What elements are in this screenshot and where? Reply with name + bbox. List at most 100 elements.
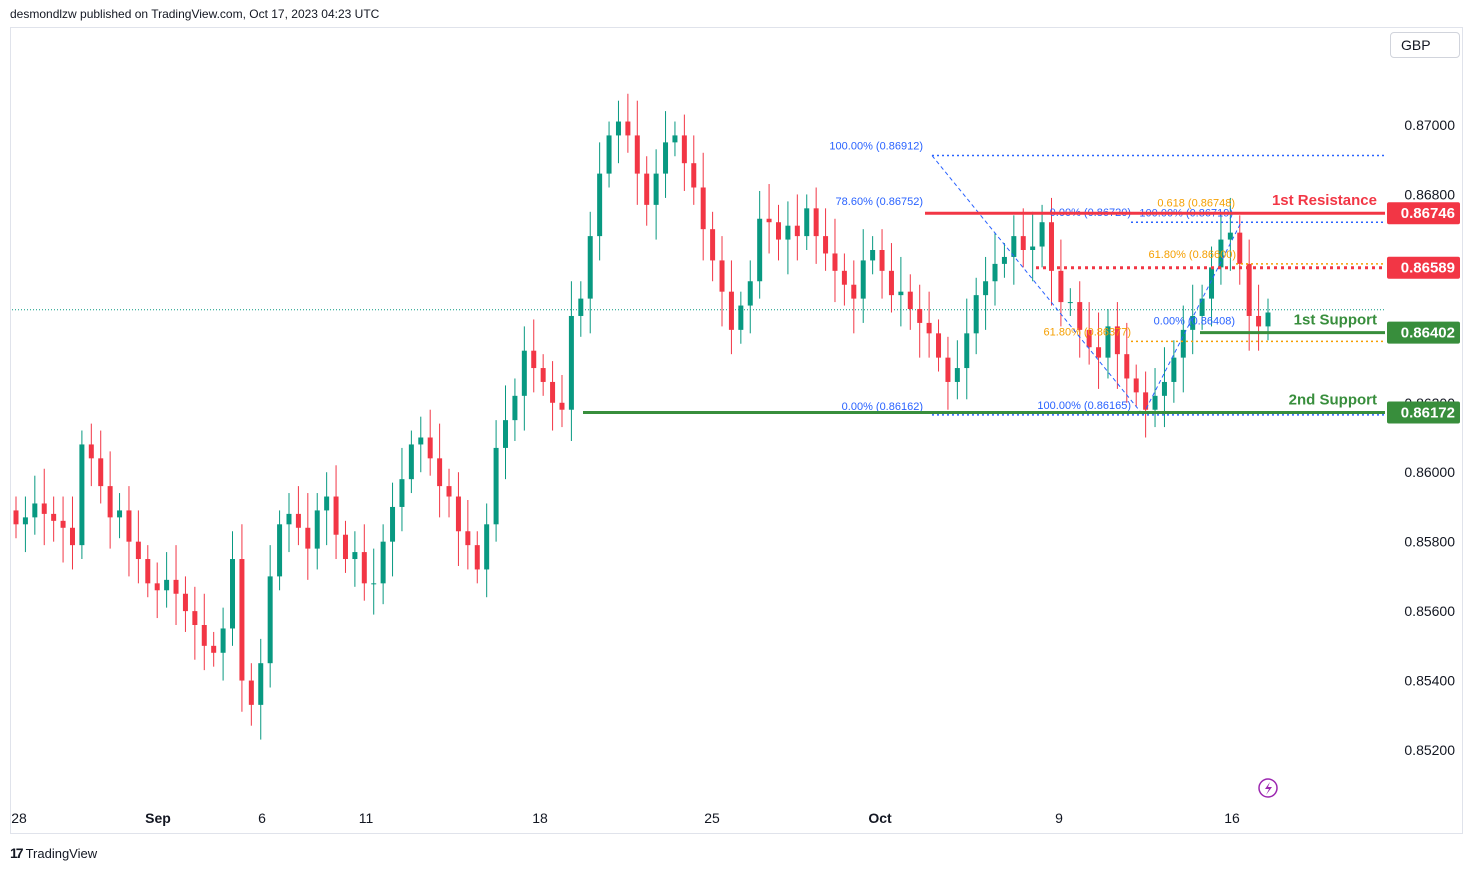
candle-body[interactable] [88,444,94,459]
candle-body[interactable] [13,510,19,525]
candle-body[interactable] [371,583,377,585]
candle-body[interactable] [983,281,989,296]
candle-body[interactable] [832,253,838,271]
candle-body[interactable] [418,437,424,445]
candle-body[interactable] [813,208,819,237]
candle-body[interactable] [700,187,706,230]
candle-body[interactable] [182,593,188,612]
candle-body[interactable] [992,263,998,282]
candle-body[interactable] [653,173,659,205]
candle-body[interactable] [672,135,678,143]
candle-body[interactable] [484,524,490,570]
candle-body[interactable] [1209,267,1215,299]
candle-body[interactable] [1133,378,1139,393]
candle-body[interactable] [230,559,236,629]
candle-body[interactable] [390,506,396,542]
candle-body[interactable] [775,222,781,240]
candle-body[interactable] [587,236,593,299]
candle-body[interactable] [51,513,57,521]
candle-body[interactable] [540,368,546,382]
candle-body[interactable] [427,437,433,459]
candle-body[interactable] [220,628,226,653]
candle-body[interactable] [615,121,621,136]
candle-body[interactable] [60,520,66,528]
candle-body[interactable] [870,250,876,261]
candle-body[interactable] [521,350,527,396]
candle-body[interactable] [1171,357,1177,382]
candle-body[interactable] [1199,298,1205,316]
candle-body[interactable] [1067,302,1073,304]
candle-body[interactable] [1237,232,1243,264]
candle-body[interactable] [333,496,339,535]
candle-body[interactable] [1105,326,1111,358]
candle-body[interactable] [1039,222,1045,247]
candle-body[interactable] [295,513,301,528]
candle-body[interactable] [879,250,885,271]
candle-body[interactable] [568,315,574,410]
candle-body[interactable] [277,524,283,577]
candle-body[interactable] [32,503,38,518]
candle-body[interactable] [1190,315,1196,330]
candle-body[interactable] [1143,392,1149,410]
candle-body[interactable] [98,458,104,487]
candle-body[interactable] [851,284,857,299]
candle-body[interactable] [860,260,866,299]
candle-body[interactable] [107,486,113,518]
candle-body[interactable] [823,236,829,254]
lightning-icon[interactable] [1258,778,1278,798]
candle-body[interactable] [342,534,348,560]
candle-body[interactable] [154,583,160,591]
candle-body[interactable] [936,333,942,358]
candle-body[interactable] [380,541,386,584]
candle-body[interactable] [747,281,753,306]
candle-body[interactable] [719,260,725,292]
candle-body[interactable] [728,291,734,330]
candle-body[interactable] [644,173,650,205]
candle-body[interactable] [1020,236,1026,250]
candle-body[interactable] [248,680,254,705]
currency-selector[interactable]: GBP [1390,32,1460,58]
candle-body[interactable] [1265,312,1271,327]
candle-body[interactable] [493,447,499,525]
candle-body[interactable] [597,173,603,237]
candle-body[interactable] [1058,270,1064,303]
candle-body[interactable] [1048,222,1054,271]
candle-body[interactable] [606,135,612,174]
candle-body[interactable] [559,402,565,410]
candle-body[interactable] [681,135,687,164]
candle-body[interactable] [766,218,772,223]
candle-body[interactable] [550,381,556,403]
candle-body[interactable] [164,579,170,591]
candle-body[interactable] [1011,236,1017,257]
candle-body[interactable] [258,663,264,705]
candle-body[interactable] [239,559,245,681]
candle-body[interactable] [663,142,669,174]
candle-body[interactable] [1077,302,1083,330]
tradingview-footer[interactable]: 17 TradingView [10,845,97,861]
candle-body[interactable] [408,444,414,480]
candle-body[interactable] [691,163,697,188]
candle-body[interactable] [578,298,584,316]
candle-body[interactable] [1086,329,1092,348]
candle-body[interactable] [135,541,141,560]
candle-body[interactable] [794,225,800,237]
candle-body[interactable] [446,486,452,497]
candle-body[interactable] [898,291,904,296]
candle-body[interactable] [888,270,894,296]
candle-body[interactable] [352,552,358,560]
candle-body[interactable] [757,218,763,282]
candle-body[interactable] [211,645,217,653]
candle-body[interactable] [69,527,75,546]
candle-body[interactable] [1124,354,1130,379]
candle-body[interactable] [973,295,979,334]
candle-body[interactable] [503,420,509,448]
candle-body[interactable] [954,368,960,382]
candle-body[interactable] [286,513,292,525]
candle-body[interactable] [324,496,330,511]
candle-body[interactable] [79,444,85,546]
candle-body[interactable] [625,121,631,136]
candle-body[interactable] [738,305,744,330]
candle-body[interactable] [1161,381,1167,396]
candle-body[interactable] [1180,329,1186,358]
